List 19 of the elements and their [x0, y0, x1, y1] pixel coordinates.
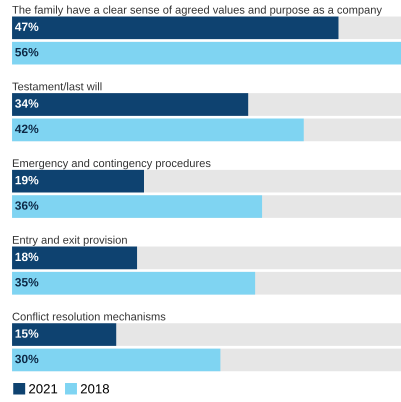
data-label: 34%	[15, 99, 38, 108]
data-label: 15%	[16, 329, 38, 338]
y-tick-label: Entry and exit provision	[12, 236, 127, 246]
data-label: 42%	[14, 124, 38, 134]
bar	[12, 246, 138, 270]
y-tick-label: Emergency and contingency procedures	[12, 158, 211, 170]
bar	[12, 323, 116, 346]
y-tick-label: Conflict resolution mechanisms	[12, 312, 166, 320]
y-tick-label: The family have a clear sense of agreed values and purpose as a company	[12, 6, 382, 16]
legend-label: 2018	[80, 384, 110, 394]
data-label: 19%	[16, 176, 38, 184]
data-label: 36%	[15, 201, 38, 210]
data-label: 18%	[16, 252, 38, 262]
y-tick-label: Testament/last will	[12, 82, 102, 90]
data-label: 47%	[14, 22, 38, 31]
data-label: 56%	[15, 48, 38, 56]
data-label: 35%	[15, 278, 38, 286]
legend-label: 2021	[29, 384, 58, 394]
data-label: 30%	[15, 354, 38, 364]
